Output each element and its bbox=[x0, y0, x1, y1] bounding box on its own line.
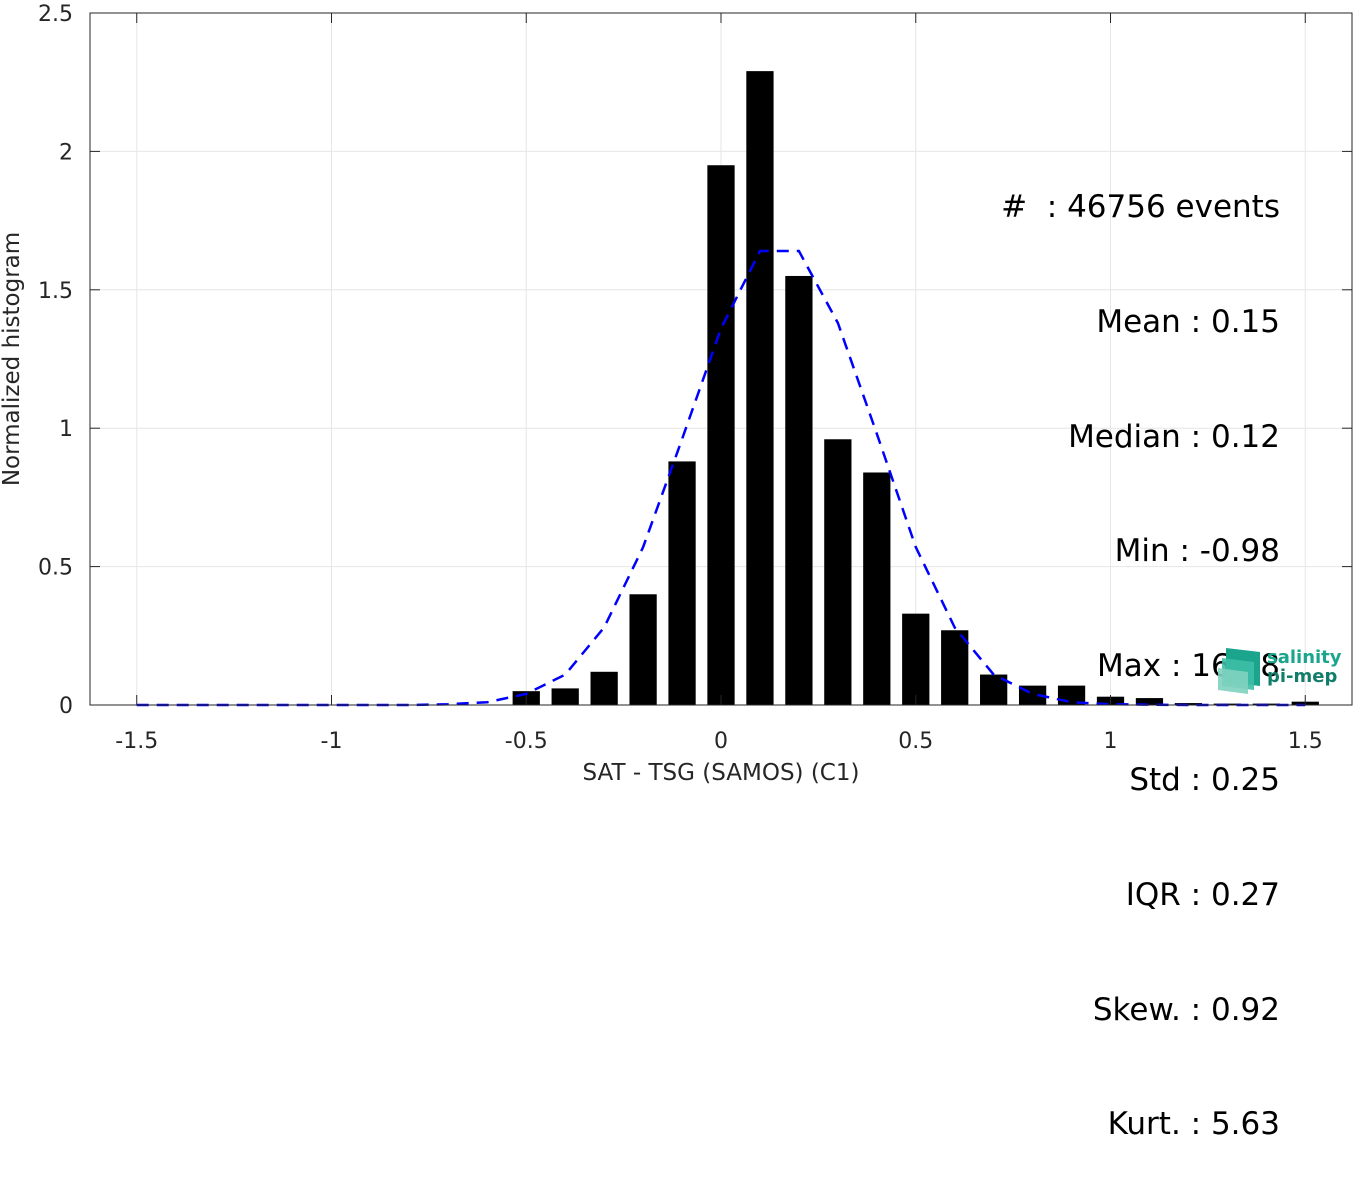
histogram-bar bbox=[629, 594, 657, 705]
x-tick-label: 1 bbox=[1104, 729, 1118, 754]
x-tick-label: 0 bbox=[714, 729, 728, 754]
histogram-bar bbox=[785, 275, 813, 705]
x-tick-label: 0.5 bbox=[898, 729, 933, 754]
x-tick-label: 1.5 bbox=[1288, 729, 1323, 754]
histogram-bar bbox=[824, 439, 852, 705]
y-axis-ticks: 0 0.5 1 1.5 2 2.5 bbox=[38, 2, 1352, 719]
stat-median: Median : 0.12 bbox=[1068, 418, 1280, 455]
histogram-bar bbox=[551, 688, 579, 705]
y-axis-label: Normalized histogram bbox=[0, 232, 25, 486]
stat-mean: Mean : 0.15 bbox=[1096, 304, 1280, 340]
y-tick-label: 0.5 bbox=[38, 556, 73, 581]
histogram-bar bbox=[668, 461, 696, 705]
stat-std: Std : 0.25 bbox=[1129, 762, 1280, 799]
stat-kurt: Kurt. : 5.63 bbox=[1107, 1106, 1280, 1143]
salinity-pi-mep-logo: salinity pi-mep bbox=[1216, 646, 1346, 696]
histogram-bar bbox=[1135, 698, 1164, 705]
stat-skew: Skew. : 0.92 bbox=[1092, 991, 1280, 1028]
x-tick-label: -1.5 bbox=[115, 729, 158, 754]
x-axis-ticks: -1.5 -1 -0.5 0 0.5 1 1.5 bbox=[115, 13, 1323, 754]
logo-line-2: pi-mep bbox=[1267, 666, 1338, 687]
salinity-pi-mep-logo-icon bbox=[1218, 648, 1260, 694]
x-tick-label: -1 bbox=[321, 729, 343, 754]
histogram-bar bbox=[863, 472, 891, 705]
histogram-bars bbox=[512, 71, 1319, 706]
histogram-bar bbox=[746, 71, 774, 706]
histogram-bar bbox=[707, 165, 735, 706]
stat-min: Min : -0.98 bbox=[1114, 533, 1280, 570]
y-tick-label: 2.5 bbox=[38, 2, 73, 27]
histogram-bar bbox=[941, 630, 969, 705]
y-tick-label: 1 bbox=[59, 417, 73, 442]
x-axis-label: SAT - TSG (SAMOS) (C1) bbox=[583, 760, 860, 785]
logo-line-1: salinity bbox=[1267, 647, 1342, 668]
y-tick-label: 2 bbox=[59, 140, 73, 165]
histogram-chart: -1.5 -1 -0.5 0 0.5 1 1.5 0 0.5 1 1.5 2 2.5 SAT - TS… bbox=[0, 2, 1353, 785]
stat-count: # : 46756 events bbox=[1001, 189, 1280, 226]
y-tick-label: 0 bbox=[59, 694, 73, 719]
y-tick-label: 1.5 bbox=[38, 279, 73, 304]
x-tick-label: -0.5 bbox=[505, 729, 548, 754]
logo-text: salinity pi-mep bbox=[1267, 648, 1342, 686]
histogram-bar bbox=[590, 671, 618, 705]
stat-iqr: IQR : 0.27 bbox=[1125, 876, 1280, 913]
histogram-bar bbox=[902, 613, 930, 705]
